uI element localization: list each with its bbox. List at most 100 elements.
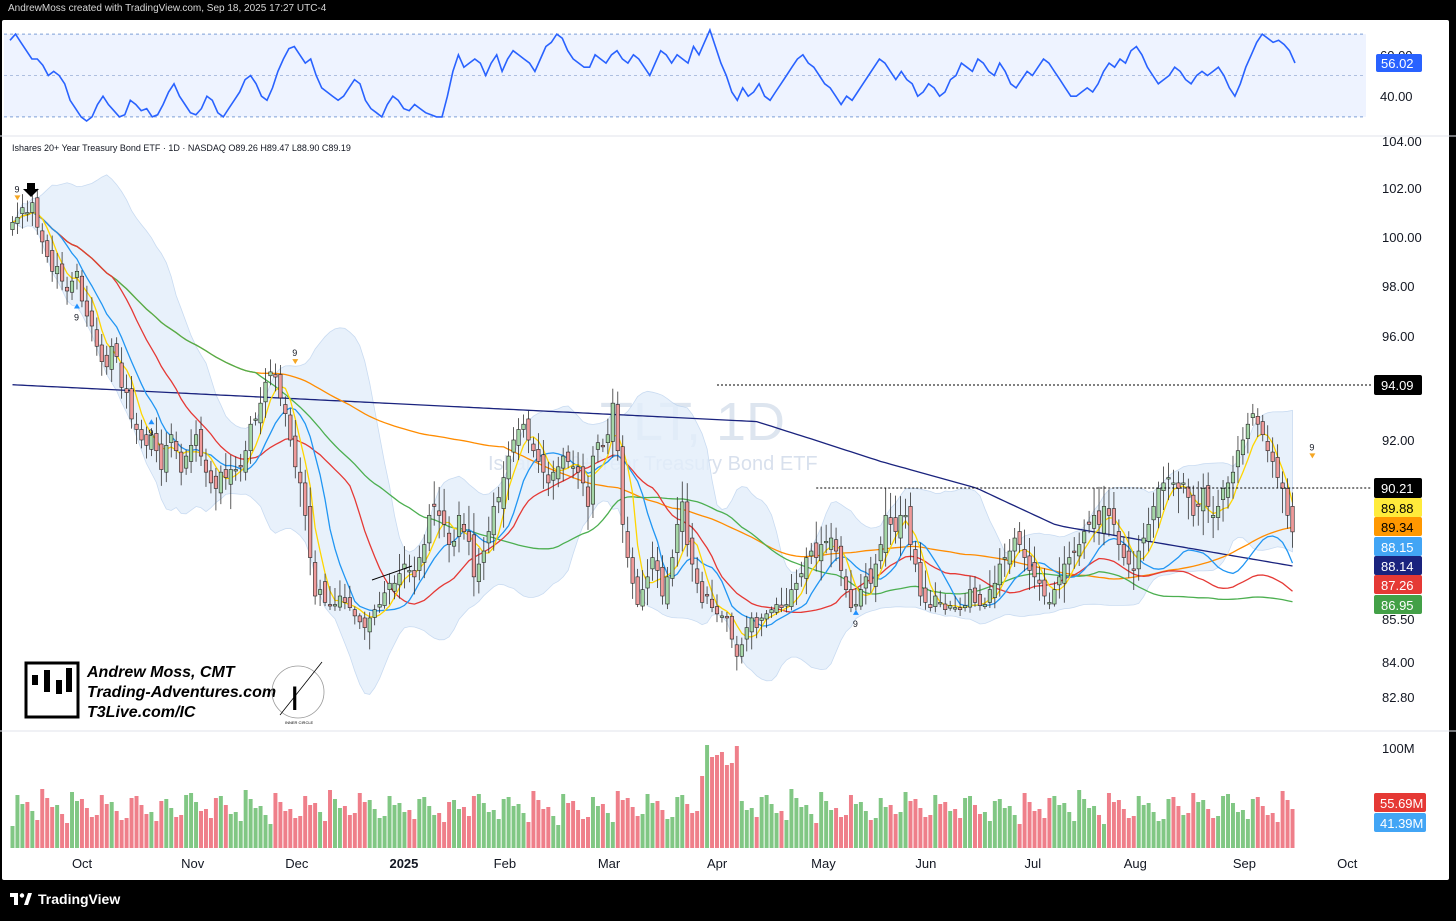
- candle-up: [25, 212, 30, 215]
- candle-down: [576, 466, 581, 473]
- osc-last-badge: [1376, 54, 1422, 73]
- candle-up: [55, 266, 60, 275]
- volume-bar-up: [1082, 799, 1087, 848]
- candle-down: [94, 329, 99, 347]
- ma-50-line: [12, 211, 1293, 603]
- volume-bar-up: [759, 797, 764, 848]
- volume-bar-down: [437, 813, 442, 848]
- candle-down: [114, 343, 119, 357]
- volume-bar-down: [1121, 809, 1126, 848]
- candle-down: [690, 537, 695, 565]
- volume-badge-label: 55.69M: [1380, 796, 1423, 811]
- volume-bar-up: [427, 806, 432, 848]
- footer-brand[interactable]: TradingView: [10, 891, 120, 907]
- td9-arrow-icon: [852, 609, 859, 615]
- candle-down: [779, 604, 784, 608]
- candle-up: [556, 466, 561, 480]
- candle-down: [918, 562, 923, 597]
- price-tick-label: 96.00: [1382, 329, 1415, 344]
- osc-tick-label: 40.00: [1380, 89, 1413, 104]
- price-tick-label: 84.00: [1382, 655, 1415, 670]
- candle-up: [680, 501, 685, 532]
- footer-brand-label: TradingView: [38, 891, 121, 907]
- volume-bar-down: [442, 822, 447, 848]
- candle-down: [546, 474, 551, 484]
- candle-up: [30, 202, 35, 213]
- candle-up: [987, 589, 992, 603]
- down-arrow-icon: [23, 183, 39, 197]
- candle-up: [670, 557, 675, 579]
- candle-down: [412, 570, 417, 578]
- volume-bar-up: [481, 803, 486, 848]
- volume-bar-up: [10, 826, 15, 848]
- candle-down: [45, 240, 50, 257]
- volume-bar-up: [982, 812, 987, 848]
- volume-bar-up: [457, 809, 461, 848]
- price-tick-label: 102.00: [1382, 181, 1422, 196]
- volume-bar-up: [1216, 816, 1221, 848]
- candle-down: [471, 534, 476, 578]
- volume-bar-down: [814, 823, 819, 848]
- volume-bar-down: [531, 791, 536, 848]
- candle-up: [332, 604, 338, 607]
- volume-bar-up: [1181, 815, 1186, 848]
- volume-bar-up: [367, 800, 372, 848]
- volume-bar-down: [1280, 791, 1285, 848]
- volume-bar-up: [1151, 812, 1156, 848]
- volume-bar-down: [25, 802, 30, 848]
- candle-down: [1285, 488, 1290, 516]
- candle-up: [1221, 488, 1226, 500]
- volume-bar-up: [74, 801, 79, 848]
- volume-bar-down: [719, 752, 724, 848]
- volume-bar-up: [1235, 812, 1240, 848]
- volume-bar-down: [273, 793, 278, 848]
- ma-value-badge-label: 89.34: [1381, 520, 1414, 535]
- volume-bar-up: [992, 801, 997, 848]
- candle-up: [1092, 515, 1097, 529]
- candle-down: [1027, 555, 1032, 571]
- volume-bar-up: [595, 806, 600, 848]
- volume-bar-up: [253, 808, 258, 848]
- candle-up: [481, 550, 486, 563]
- signature-link: T3Live.com/IC: [87, 704, 196, 721]
- volume-bar-up: [387, 796, 392, 848]
- volume-bar-down: [288, 809, 293, 848]
- candle-up: [948, 605, 953, 609]
- volume-bar-up: [933, 795, 938, 848]
- candle-up: [784, 604, 789, 607]
- candle-down: [620, 446, 625, 525]
- level-badge-label: 90.21: [1381, 481, 1414, 496]
- candle-up: [417, 557, 422, 571]
- volume-bar-down: [715, 755, 719, 848]
- candle-down: [104, 354, 109, 368]
- volume-bar-down: [923, 817, 928, 848]
- td9-arrow-icon: [148, 419, 155, 425]
- candle-down: [848, 589, 853, 608]
- volume-bar-down: [45, 798, 50, 848]
- candle-down: [705, 594, 710, 597]
- volume-bar-down: [734, 746, 739, 848]
- ma-value-badge: [1374, 537, 1422, 556]
- volume-bar-down: [1017, 824, 1022, 848]
- candle-up: [74, 270, 80, 278]
- candle-down: [347, 597, 352, 608]
- candle-up: [1240, 439, 1245, 456]
- candle-down: [526, 418, 531, 441]
- volume-bar-up: [903, 792, 908, 848]
- candle-up: [719, 615, 724, 618]
- volume-bar-down: [278, 802, 283, 848]
- volume-bar-down: [412, 819, 417, 848]
- td9-label: 9: [1309, 442, 1314, 452]
- volume-bar-up: [1087, 808, 1092, 848]
- volume-bar-down: [600, 804, 605, 848]
- candle-up: [1181, 482, 1186, 485]
- volume-bar-up: [769, 804, 774, 848]
- candle-up: [1077, 544, 1082, 557]
- candle-down: [977, 594, 982, 606]
- volume-bar-up: [789, 789, 794, 848]
- candle-up: [372, 609, 377, 618]
- candle-down: [1032, 562, 1037, 578]
- volume-bar-down: [541, 809, 546, 848]
- volume-bar-up: [556, 825, 561, 848]
